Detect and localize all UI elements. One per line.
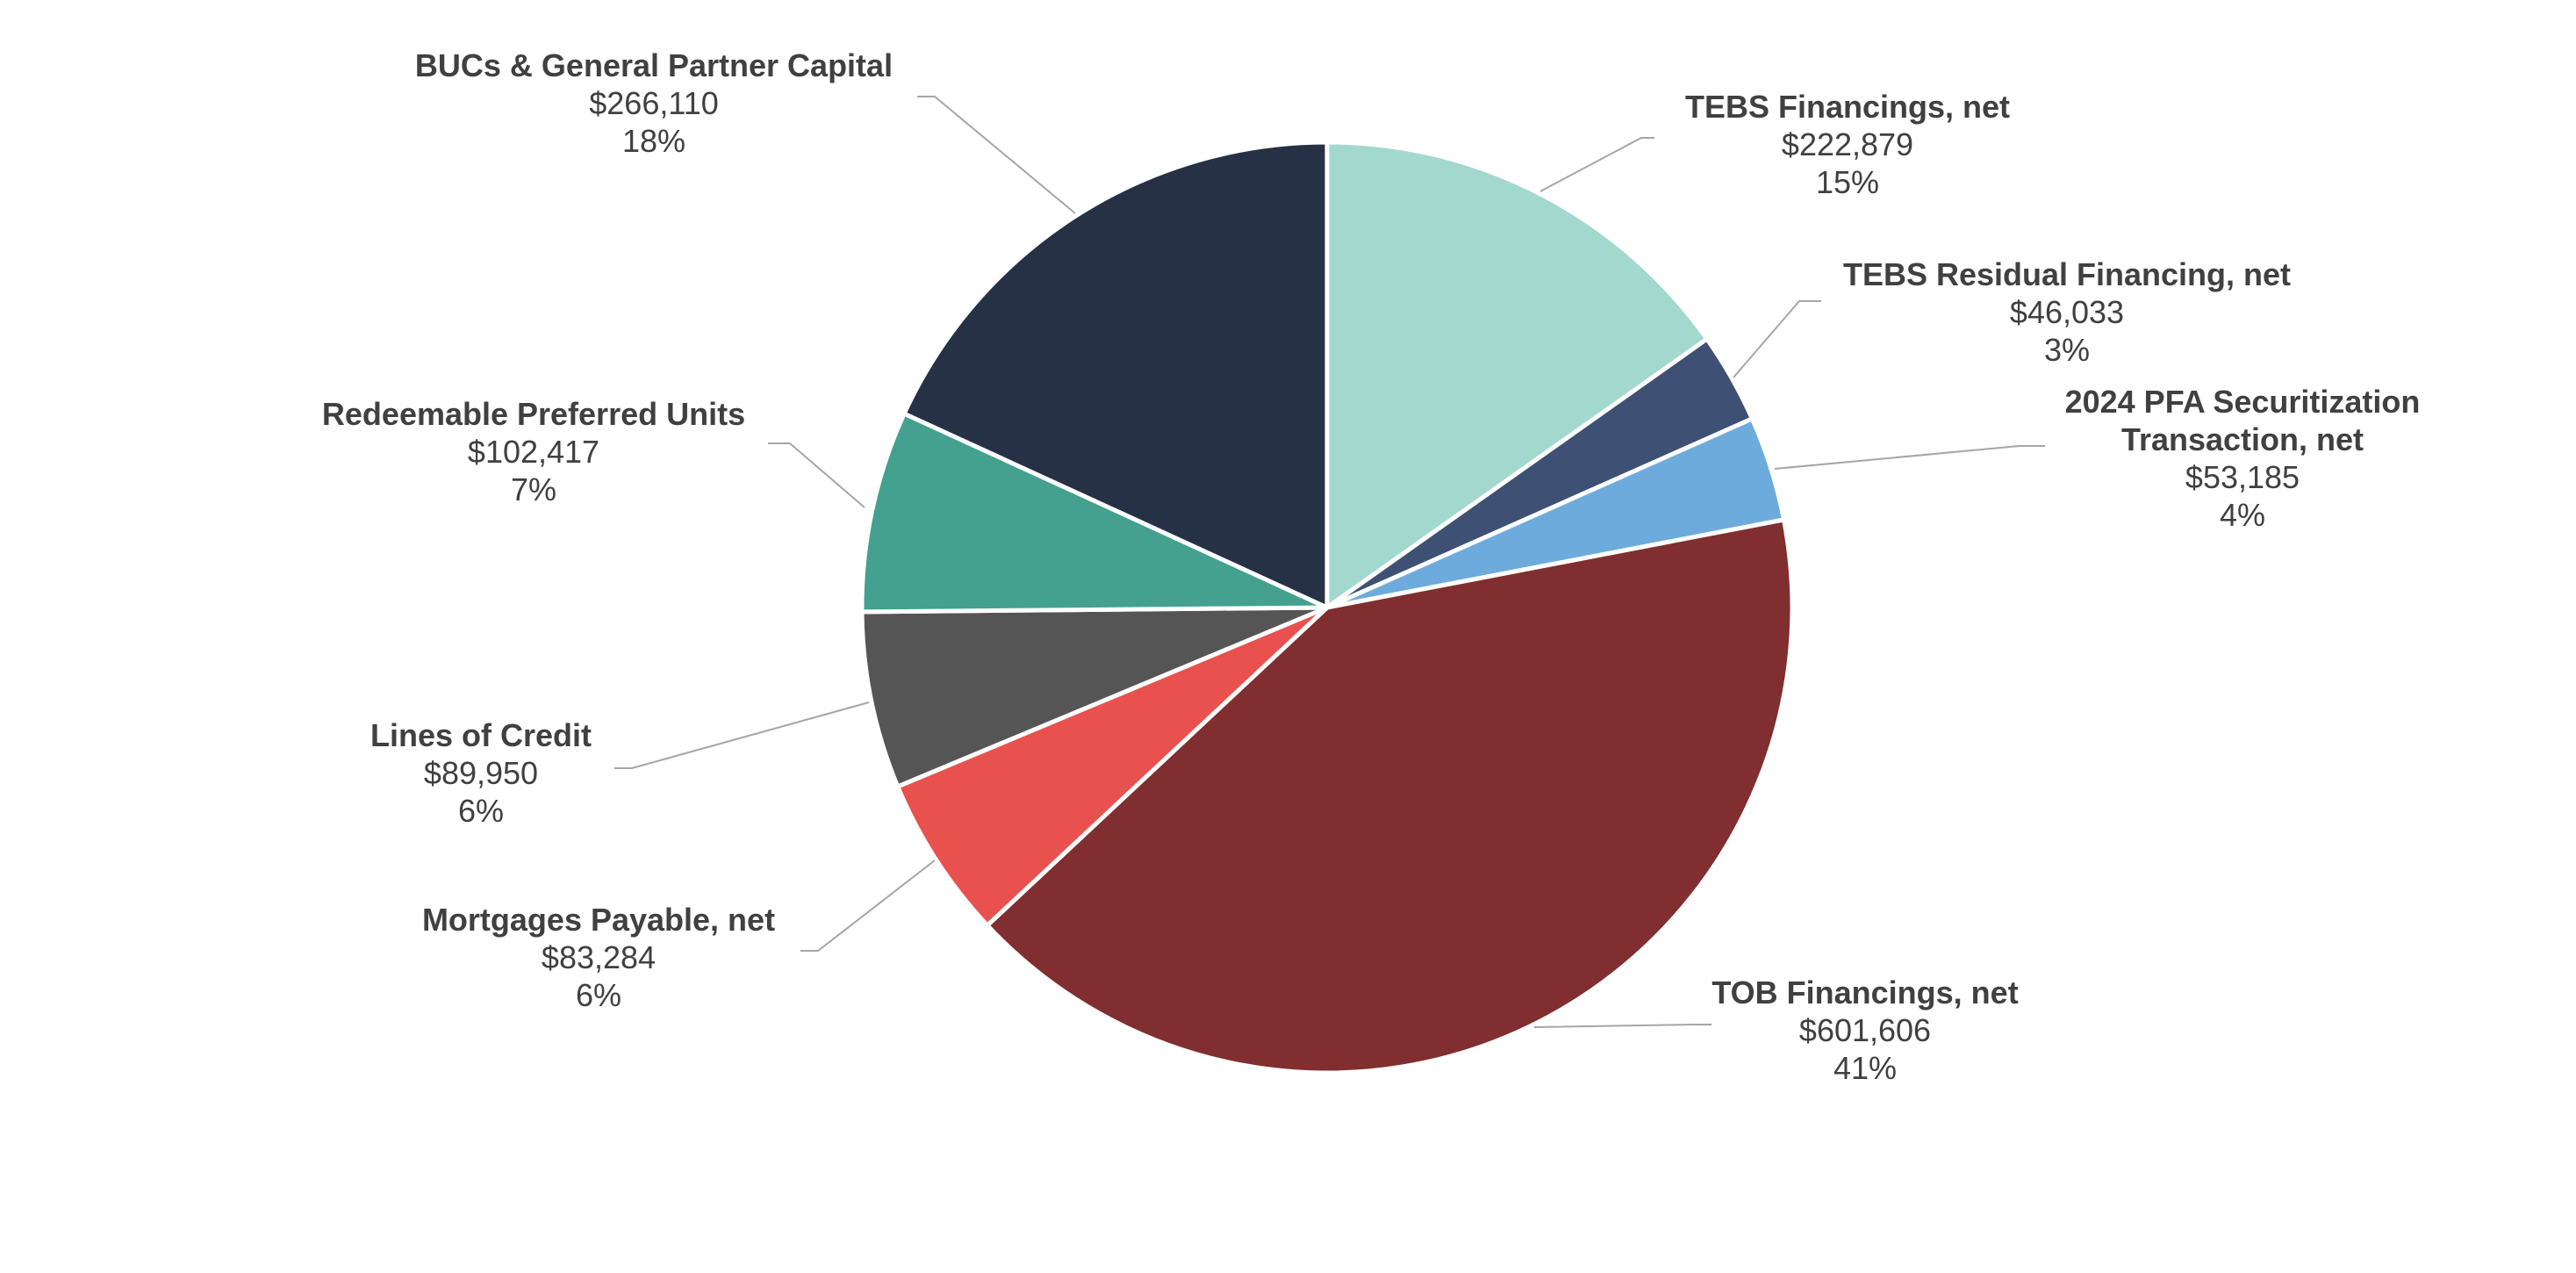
- pie-slice-7: [859, 411, 1330, 615]
- slice-name: 2024 PFA Securitization: [2065, 384, 2421, 420]
- slice-label-8: BUCs & General Partner Capital$266,11018…: [415, 47, 893, 159]
- slice-percent: 3%: [2044, 332, 2090, 368]
- slice-name: Redeemable Preferred Units: [322, 396, 745, 432]
- leader-line-7: [768, 442, 865, 508]
- slice-value: $53,185: [2185, 459, 2300, 495]
- pie-slice-1: [1324, 140, 1710, 610]
- slice-value: $102,417: [468, 434, 599, 470]
- slice-value: $222,879: [1782, 126, 1913, 162]
- slice-value: $266,110: [589, 85, 718, 121]
- leader-line-4: [1533, 1024, 1711, 1028]
- slice-name: TEBS Residual Financing, net: [1843, 256, 2291, 292]
- slice-name: Lines of Credit: [370, 717, 592, 753]
- pie-slice-4: [985, 517, 1795, 1075]
- pie-slices: [859, 140, 1795, 1075]
- leader-line-8: [917, 96, 1076, 214]
- pie-slice-5: [895, 605, 1330, 928]
- slice-percent: 4%: [2220, 497, 2265, 533]
- slice-name: TOB Financings, net: [1711, 975, 2018, 1010]
- slice-percent: 6%: [576, 977, 621, 1013]
- slice-percent: 15%: [1816, 164, 1879, 200]
- slice-name: BUCs & General Partner Capital: [415, 47, 893, 83]
- slice-name: TEBS Financings, net: [1685, 89, 2010, 125]
- leader-line-2: [1733, 300, 1821, 378]
- slice-value: $83,284: [542, 939, 656, 975]
- slice-name: Transaction, net: [2121, 421, 2364, 457]
- slice-percent: 7%: [511, 471, 556, 507]
- leader-line-6: [614, 701, 870, 769]
- leader-line-3: [1774, 445, 2045, 470]
- slice-value: $601,606: [1799, 1012, 1931, 1048]
- leader-line-1: [1539, 137, 1654, 192]
- slice-percent: 18%: [622, 123, 685, 159]
- pie-slice-6: [859, 605, 1330, 789]
- slice-percent: 41%: [1833, 1050, 1897, 1086]
- leader-line-5: [800, 859, 936, 952]
- slice-value: $89,950: [424, 755, 538, 791]
- slice-name: Mortgages Payable, net: [422, 902, 775, 938]
- slice-value: $46,033: [2010, 294, 2124, 330]
- leader-lines: [614, 96, 2045, 1028]
- slice-percent: 6%: [458, 793, 504, 829]
- pie-slice-8: [901, 140, 1330, 610]
